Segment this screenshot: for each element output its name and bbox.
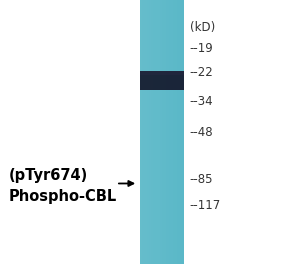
Text: Phospho-CBL: Phospho-CBL xyxy=(8,189,117,204)
Bar xyxy=(169,0,171,264)
Bar xyxy=(149,0,151,264)
Bar xyxy=(140,71,184,90)
Bar xyxy=(180,0,182,264)
Bar xyxy=(147,0,149,264)
Bar xyxy=(182,0,184,264)
Bar xyxy=(160,0,162,264)
Bar xyxy=(140,0,142,264)
Bar xyxy=(173,0,175,264)
Bar xyxy=(142,0,145,264)
Bar xyxy=(162,0,164,264)
Bar xyxy=(158,0,160,264)
Bar xyxy=(175,0,177,264)
Text: --117: --117 xyxy=(190,199,221,213)
Text: --19: --19 xyxy=(190,42,213,55)
Bar xyxy=(153,0,155,264)
Text: (kD): (kD) xyxy=(190,21,215,34)
Bar xyxy=(177,0,180,264)
Text: --22: --22 xyxy=(190,66,213,79)
Text: --34: --34 xyxy=(190,95,213,108)
Bar xyxy=(144,0,147,264)
Bar xyxy=(171,0,173,264)
Bar xyxy=(166,0,169,264)
Bar xyxy=(140,0,184,264)
Bar xyxy=(140,71,184,75)
Bar xyxy=(151,0,153,264)
Text: --48: --48 xyxy=(190,125,213,139)
Bar xyxy=(164,0,166,264)
Text: --85: --85 xyxy=(190,173,213,186)
Bar xyxy=(155,0,158,264)
Text: (pTyr674): (pTyr674) xyxy=(8,168,88,183)
